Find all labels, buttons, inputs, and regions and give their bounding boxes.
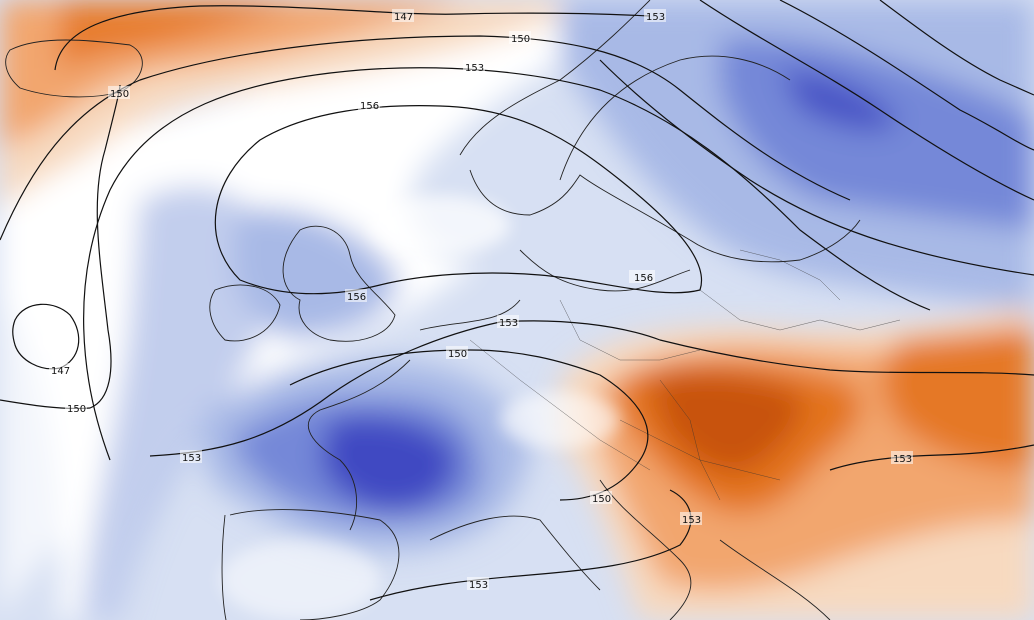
border-1	[469, 339, 651, 471]
iberia-coast	[221, 509, 400, 620]
label-bg	[680, 512, 702, 525]
contour-label: 150	[448, 349, 467, 360]
cool-uk	[232, 208, 400, 340]
label-bg	[345, 289, 367, 302]
neutral-small-atl	[38, 320, 82, 360]
label-bg	[467, 577, 489, 590]
contour-label: 153	[465, 63, 484, 74]
label-bg	[358, 98, 380, 111]
neutral-iberia	[220, 540, 380, 620]
label-bg	[891, 451, 913, 464]
contour-label: 153	[893, 454, 912, 465]
contour-label: 150	[67, 404, 86, 415]
coastlines	[5, 0, 861, 620]
continent-coast	[307, 249, 691, 531]
label-bg	[629, 270, 655, 283]
contour-label: 153	[469, 580, 488, 591]
contour-labels: 147 150 150 153 156 147 150 153 156 156 …	[49, 9, 913, 591]
label-bg	[392, 9, 414, 22]
contour-ne-4	[599, 59, 1034, 276]
label-bg	[497, 315, 519, 328]
contour-label: 147	[394, 12, 413, 23]
label-bg	[108, 86, 130, 99]
borders	[469, 249, 901, 501]
contour-label: 153	[499, 318, 518, 329]
contour-147-north	[54, 5, 651, 71]
contour-label: 147	[51, 366, 70, 377]
border-2	[559, 299, 701, 361]
contour-153-continent	[149, 320, 1034, 457]
contour-label: 150	[592, 494, 611, 505]
label-bg	[463, 60, 485, 73]
contour-150-north	[0, 35, 851, 241]
contour-ne-3	[879, 0, 1034, 96]
cool-france-deep	[320, 416, 456, 511]
label-bg	[49, 363, 71, 376]
neutral-north-sea	[370, 195, 510, 255]
contour-156	[214, 105, 703, 295]
baltic-coast	[689, 219, 861, 263]
contour-label: 153	[646, 12, 665, 23]
warm-east	[882, 325, 1034, 470]
neutral-patches	[38, 195, 620, 620]
label-bg	[180, 450, 202, 463]
contour-153-east	[829, 444, 1034, 471]
contour-ne-1	[699, 0, 1034, 201]
contour-ne-2	[779, 0, 1034, 151]
contour-153-north	[83, 67, 931, 461]
border-3	[699, 289, 901, 331]
contour-label: 153	[182, 453, 201, 464]
contours	[0, 0, 1034, 601]
contour-label: 150	[110, 89, 129, 100]
label-bg	[644, 9, 666, 22]
contour-150-continent	[289, 349, 649, 501]
border-5	[739, 249, 841, 301]
contour-label: 150	[511, 34, 530, 45]
contour-label: 153	[682, 515, 701, 526]
label-bg	[509, 31, 531, 44]
contour-label: 156	[347, 292, 366, 303]
warm-nw-strong	[60, 0, 300, 70]
contour-label: 156	[360, 101, 379, 112]
label-bg	[590, 491, 612, 504]
border-6	[659, 379, 721, 501]
ireland-coast	[209, 284, 281, 342]
label-bg	[446, 346, 468, 359]
uk-coast	[282, 225, 396, 342]
warm-se-deep	[650, 372, 802, 473]
contour-label: 156	[634, 273, 653, 284]
cool-ne-deep	[780, 70, 900, 131]
cool-atlantic	[80, 186, 280, 620]
label-bg	[65, 401, 87, 414]
neutral-alps	[500, 392, 620, 448]
